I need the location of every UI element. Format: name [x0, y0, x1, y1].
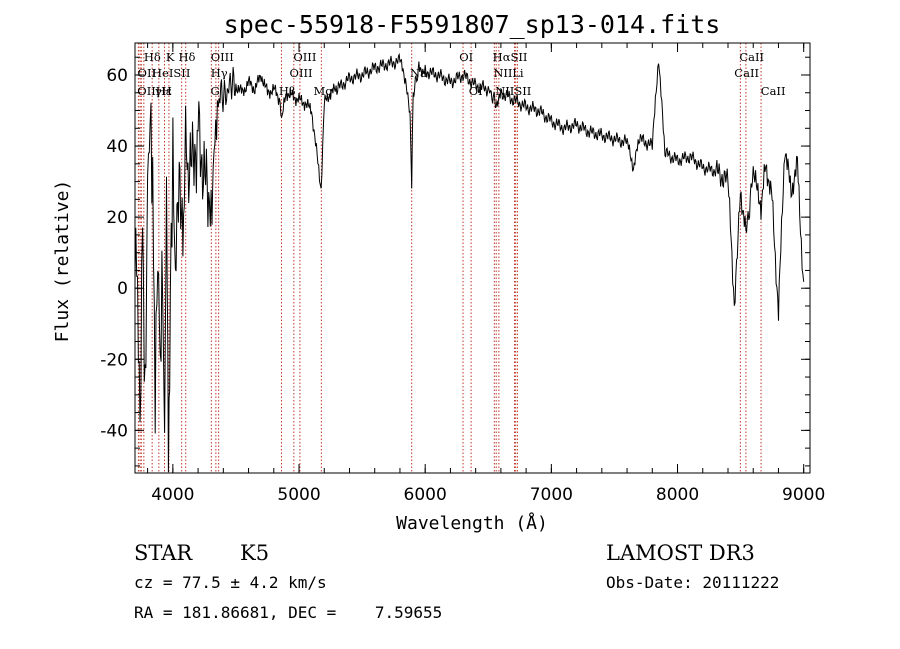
- y-tick-label: -40: [100, 421, 128, 441]
- y-tick-label: -20: [100, 350, 128, 370]
- emission-line-label: OII: [138, 66, 157, 80]
- emission-line-label: OIII: [290, 66, 313, 80]
- object-subclass: K5: [240, 541, 269, 565]
- emission-line-label: HeISII: [152, 66, 190, 80]
- emission-line-label: γH: [155, 84, 172, 98]
- emission-line-label: CaII: [734, 66, 759, 80]
- emission-line-label: CaII: [761, 84, 786, 98]
- x-tick-label: 6000: [404, 485, 447, 505]
- emission-line-label: OIII: [211, 50, 234, 64]
- y-tick-label: 40: [106, 137, 128, 157]
- plot-frame: [134, 42, 811, 474]
- y-tick-label: 0: [117, 279, 128, 299]
- y-tick-label: 60: [106, 66, 128, 86]
- emission-line-label: OI: [459, 50, 473, 64]
- emission-line-label: OIIHε: [137, 84, 172, 98]
- emission-line-label: HαSII: [493, 50, 528, 64]
- x-tick-label: 5000: [277, 485, 320, 505]
- emission-line-label: Hδ: [144, 50, 161, 64]
- emission-line-label: G: [210, 84, 219, 98]
- x-tick-label: 8000: [656, 485, 699, 505]
- flux-series-line: [134, 52, 805, 473]
- ra-dec: RA = 181.86681, DEC = 7.59655: [134, 603, 442, 622]
- emission-line-markers: [137, 43, 762, 473]
- survey-name: LAMOST DR3: [606, 541, 755, 565]
- y-axis-label: Flux (relative): [52, 180, 73, 343]
- x-axis-ticks: 4000 5000 6000 7000 8000 9000: [147, 43, 825, 505]
- emission-line-label: Hγ: [211, 66, 228, 80]
- emission-line-label: Mg: [314, 84, 334, 98]
- x-axis-label: Wavelength (Å): [396, 512, 548, 534]
- emission-line-label: Hδ: [179, 50, 196, 64]
- emission-line-label: NII: [493, 66, 512, 80]
- chart-title: spec-55918-F5591807_sp13-014.fits: [224, 10, 721, 39]
- redshift-cz: cz = 77.5 ± 4.2 km/s: [134, 573, 327, 592]
- x-tick-label: 9000: [782, 485, 825, 505]
- x-tick-label: 7000: [530, 485, 573, 505]
- emission-line-label: K: [166, 50, 175, 64]
- observation-date: Obs-Date: 20111222: [606, 573, 779, 592]
- emission-line-label: Li: [512, 66, 524, 80]
- object-class: STAR: [134, 541, 193, 565]
- y-tick-label: 20: [106, 208, 128, 228]
- x-tick-label: 4000: [151, 485, 194, 505]
- emission-line-label: OIII: [293, 50, 316, 64]
- y-axis-ticks: -40 -20 0 20 40 60: [100, 56, 810, 467]
- emission-line-label: CaII: [739, 50, 764, 64]
- emission-line-label: OI: [469, 84, 483, 98]
